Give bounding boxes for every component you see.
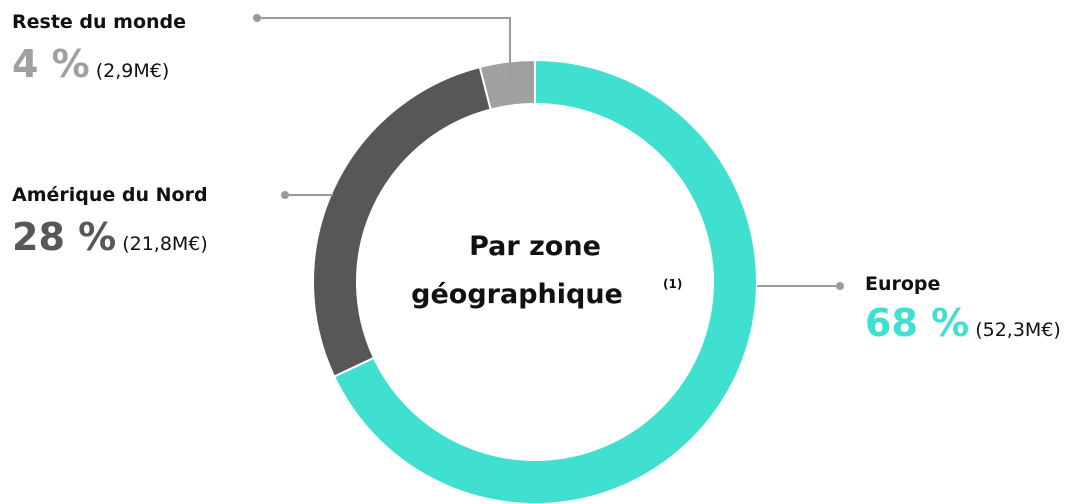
amount: (52,3M€) — [975, 319, 1061, 341]
leader-dot — [253, 14, 261, 22]
leader-line — [257, 17, 511, 80]
amount: (2,9M€) — [96, 60, 170, 82]
leader-dot — [836, 282, 844, 290]
donut-segment — [312, 65, 492, 378]
value-line: 68 % (52,3M€) — [865, 301, 1061, 345]
donut-segment — [478, 58, 536, 111]
category-label: Amérique du Nord — [12, 184, 208, 206]
value-label: 28 % — [12, 215, 116, 259]
amount: (21,8M€) — [122, 233, 208, 255]
donut — [312, 58, 758, 504]
value-label: 4 % — [12, 42, 90, 86]
value-line: 4 % (2,9M€) — [12, 42, 169, 86]
title-line: Par zone — [469, 231, 601, 262]
donut-segment — [332, 58, 758, 504]
chart-title: Par zone — [469, 231, 601, 262]
leader-dot — [281, 191, 289, 199]
title-note: (1) — [663, 277, 682, 291]
value-line: 28 % (21,8M€) — [12, 215, 208, 259]
chart-title-cont: géographique — [411, 279, 623, 310]
category-label: Europe — [865, 273, 940, 295]
value-label: 68 % — [865, 301, 969, 345]
category-label: Reste du monde — [12, 11, 186, 33]
